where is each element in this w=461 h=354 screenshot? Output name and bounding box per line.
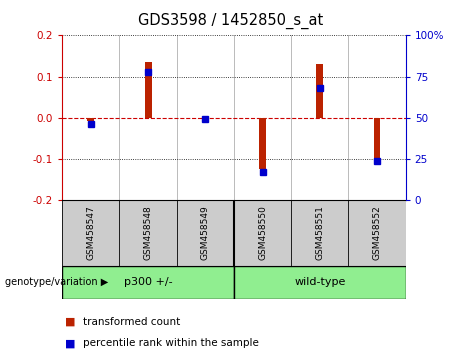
Bar xyxy=(145,62,152,118)
Text: GSM458549: GSM458549 xyxy=(201,205,210,260)
Bar xyxy=(373,118,380,159)
Text: p300 +/-: p300 +/- xyxy=(124,278,172,287)
Bar xyxy=(62,266,234,299)
Bar xyxy=(202,118,209,119)
Bar xyxy=(234,266,406,299)
Text: ■: ■ xyxy=(65,338,75,348)
Text: percentile rank within the sample: percentile rank within the sample xyxy=(83,338,259,348)
Text: GSM458547: GSM458547 xyxy=(86,205,95,260)
Text: GSM458550: GSM458550 xyxy=(258,205,267,260)
Text: GSM458548: GSM458548 xyxy=(143,205,153,260)
Text: transformed count: transformed count xyxy=(83,317,180,327)
Bar xyxy=(316,64,323,118)
Text: genotype/variation ▶: genotype/variation ▶ xyxy=(5,278,108,287)
Text: wild-type: wild-type xyxy=(294,278,345,287)
Text: GDS3598 / 1452850_s_at: GDS3598 / 1452850_s_at xyxy=(138,12,323,29)
Text: ■: ■ xyxy=(65,317,75,327)
Bar xyxy=(259,118,266,169)
Text: GSM458552: GSM458552 xyxy=(372,205,382,260)
Text: GSM458551: GSM458551 xyxy=(315,205,325,260)
Bar xyxy=(88,118,95,121)
